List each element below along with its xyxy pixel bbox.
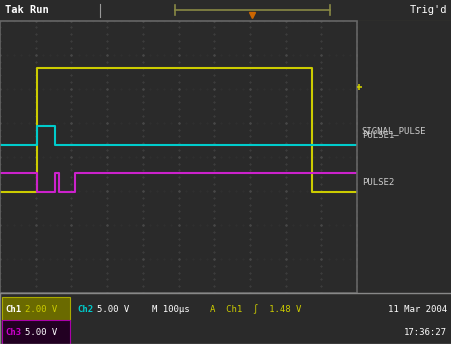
Text: Ch3: Ch3 <box>5 328 21 337</box>
Text: SIGNAL_PULSE: SIGNAL_PULSE <box>361 126 425 135</box>
Text: Ch1: Ch1 <box>5 305 21 314</box>
Text: PULSE1: PULSE1 <box>361 131 393 140</box>
Text: 5.00 V: 5.00 V <box>97 305 129 314</box>
Text: 17:36:27: 17:36:27 <box>403 328 446 337</box>
Bar <box>2 320 70 344</box>
Text: 11 Mar 2004: 11 Mar 2004 <box>387 305 446 314</box>
Text: Trig'd: Trig'd <box>409 5 446 15</box>
Text: Tak Run: Tak Run <box>5 5 49 15</box>
Bar <box>2 297 70 322</box>
Text: 2.00 V: 2.00 V <box>25 305 57 314</box>
Text: Ch2: Ch2 <box>77 305 93 314</box>
Text: A  Ch1  ∫  1.48 V: A Ch1 ∫ 1.48 V <box>210 304 301 314</box>
Text: PULSE2: PULSE2 <box>361 178 393 187</box>
Text: 5.00 V: 5.00 V <box>25 328 57 337</box>
Text: M 100μs: M 100μs <box>152 305 189 314</box>
